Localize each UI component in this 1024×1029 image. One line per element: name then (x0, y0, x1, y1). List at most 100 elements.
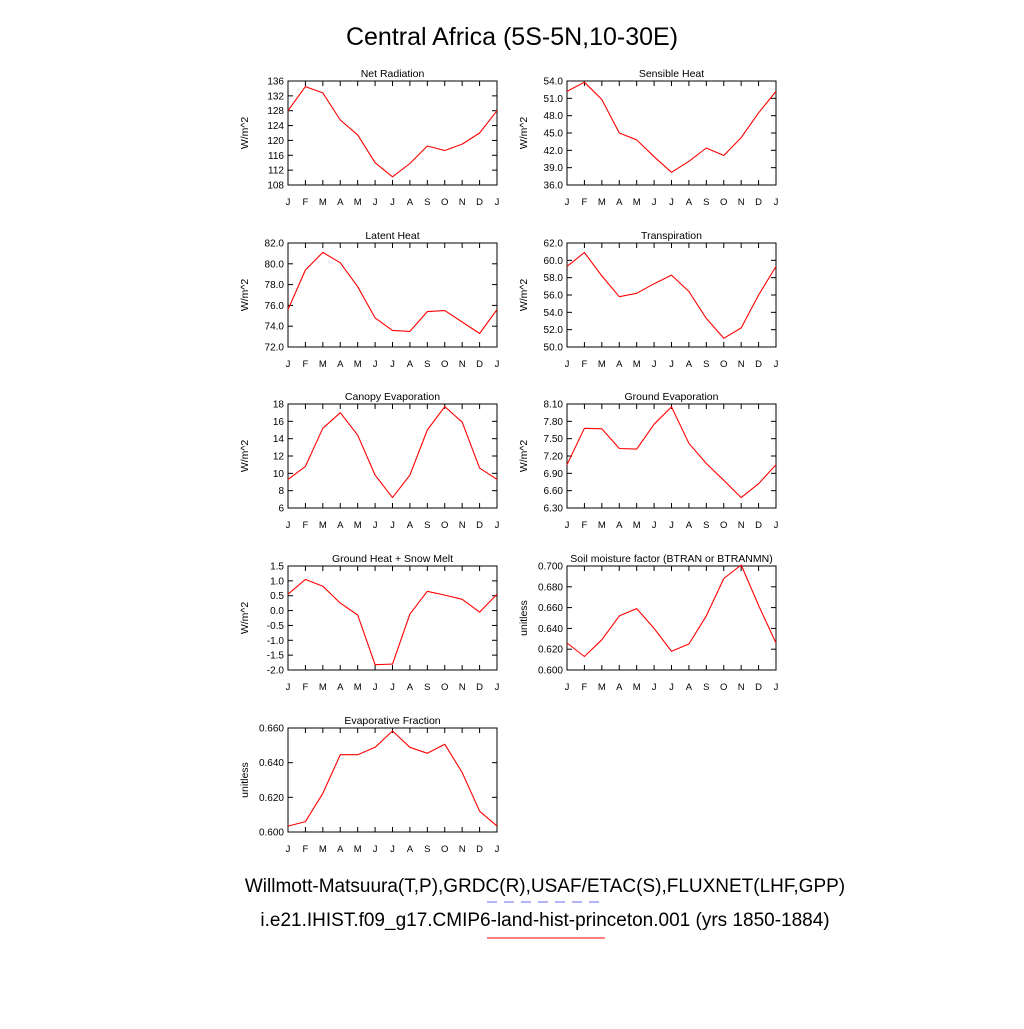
x-tick-label: A (686, 359, 693, 370)
y-axis-label: W/m^2 (239, 117, 251, 150)
x-tick-label: J (373, 197, 378, 208)
x-tick-label: N (459, 197, 466, 208)
y-tick-label: -1.0 (267, 636, 285, 647)
y-tick-label: 18 (273, 400, 285, 411)
x-tick-label: J (565, 359, 570, 370)
series-line-model (287, 251, 498, 335)
y-tick-label: 8 (278, 486, 284, 497)
y-tick-label: 58.0 (544, 273, 564, 284)
x-tick-label: J (669, 520, 674, 531)
x-tick-label: A (407, 520, 414, 531)
y-tick-label: 0.660 (538, 603, 563, 614)
y-tick-label: 56.0 (544, 291, 564, 302)
series-line-model (287, 578, 498, 666)
x-tick-label: A (616, 359, 623, 370)
x-tick-label: S (703, 682, 709, 693)
y-tick-label: 124 (267, 121, 284, 132)
plot-frame (287, 242, 498, 348)
x-tick-label: A (337, 682, 344, 693)
x-tick-label: A (686, 197, 693, 208)
y-tick-label: 50.0 (544, 343, 564, 354)
plot-frame (566, 403, 777, 509)
x-tick-label: J (669, 359, 674, 370)
x-tick-label: M (354, 520, 362, 531)
y-tick-label: 0.680 (538, 582, 563, 593)
x-tick-label: J (286, 844, 291, 855)
y-tick-label: 74.0 (265, 322, 285, 333)
x-tick-label: J (565, 682, 570, 693)
panel-title: Evaporative Fraction (344, 715, 440, 727)
legend-obs-label: Willmott-Matsuura(T,P),GRDC(R),USAF/ETAC… (245, 876, 845, 897)
x-tick-label: N (459, 682, 466, 693)
y-tick-label: 0.0 (270, 606, 284, 617)
y-tick-label: 10 (273, 469, 285, 480)
x-tick-label: M (354, 197, 362, 208)
y-tick-label: 48.0 (544, 111, 564, 122)
x-tick-label: J (286, 520, 291, 531)
y-tick-label: 12 (273, 452, 285, 463)
x-tick-label: M (633, 682, 641, 693)
x-tick-label: O (441, 359, 448, 370)
y-tick-label: 80.0 (265, 259, 285, 270)
x-tick-label: J (390, 197, 395, 208)
y-tick-label: 51.0 (544, 94, 564, 105)
x-tick-label: J (669, 682, 674, 693)
x-tick-label: J (652, 197, 657, 208)
series-line-model (287, 86, 498, 178)
x-tick-label: J (373, 520, 378, 531)
x-tick-label: J (495, 682, 500, 693)
y-tick-label: 54.0 (544, 308, 564, 319)
x-tick-label: O (720, 520, 727, 531)
x-tick-label: F (582, 359, 588, 370)
panel-soil-moisture-factor-btran-or-btranmn: Soil moisture factor (BTRAN or BTRANMN) 0… (518, 553, 779, 693)
x-tick-label: J (373, 682, 378, 693)
x-tick-label: F (582, 520, 588, 531)
x-tick-label: N (738, 197, 745, 208)
x-tick-label: O (720, 682, 727, 693)
y-tick-label: 45.0 (544, 129, 564, 140)
x-tick-label: D (476, 197, 483, 208)
x-tick-label: N (738, 520, 745, 531)
y-tick-label: 120 (267, 136, 284, 147)
y-tick-label: 112 (268, 166, 284, 177)
y-tick-label: 62.0 (544, 239, 564, 250)
plot-frame (287, 565, 498, 671)
x-tick-label: M (319, 197, 327, 208)
x-tick-label: J (652, 359, 657, 370)
x-tick-label: J (390, 359, 395, 370)
x-tick-label: O (441, 197, 448, 208)
x-tick-label: M (633, 359, 641, 370)
y-tick-label: 82.0 (265, 239, 285, 250)
y-tick-label: 0.640 (538, 624, 563, 635)
y-tick-label: 0.700 (538, 562, 563, 573)
plot-frame (287, 80, 498, 186)
panel-title: Ground Heat + Snow Melt (332, 553, 453, 565)
y-tick-label: 108 (267, 181, 284, 192)
y-tick-label: 6.90 (544, 469, 564, 480)
y-tick-label: 72.0 (265, 343, 285, 354)
x-tick-label: S (424, 520, 430, 531)
x-tick-label: F (582, 682, 588, 693)
x-tick-label: J (565, 520, 570, 531)
series-line-model (566, 406, 777, 499)
x-tick-label: M (319, 520, 327, 531)
x-tick-label: J (495, 359, 500, 370)
series-line-model (287, 730, 498, 827)
panel-evaporative-fraction: Evaporative Fraction 0.600 0.620 0.640 0.660… (239, 715, 500, 855)
y-axis-label: W/m^2 (518, 117, 530, 150)
x-tick-label: N (738, 359, 745, 370)
legend-model-label: i.e21.IHIST.f09_g17.CMIP6-land-hist-prin… (260, 910, 829, 931)
series-line-model (566, 564, 777, 658)
x-tick-label: A (337, 197, 344, 208)
y-tick-label: 0.620 (538, 645, 563, 656)
x-tick-label: J (373, 359, 378, 370)
panel-title: Soil moisture factor (BTRAN or BTRANMN) (570, 553, 772, 565)
plot-frame (566, 242, 777, 348)
x-tick-label: S (703, 197, 709, 208)
x-tick-label: M (354, 682, 362, 693)
x-tick-label: M (319, 359, 327, 370)
x-tick-label: A (337, 359, 344, 370)
y-tick-label: 8.10 (544, 400, 564, 411)
